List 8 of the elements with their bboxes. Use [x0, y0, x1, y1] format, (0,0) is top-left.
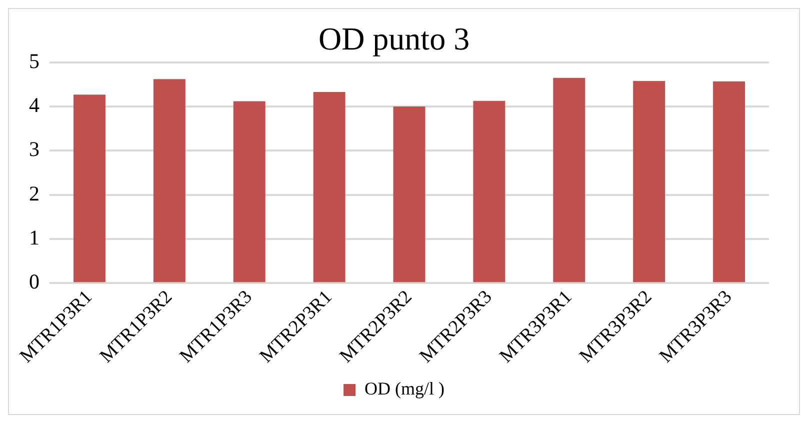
y-tick-label: 5: [29, 48, 40, 73]
y-tick-label: 2: [29, 181, 40, 206]
legend-label: OD (mg/l ): [364, 378, 445, 399]
y-tick-label: 0: [29, 270, 40, 294]
y-tick-label: 3: [29, 137, 40, 162]
chart-title: OD punto 3: [318, 20, 470, 57]
y-tick-label: 1: [29, 226, 40, 250]
y-tick-label: 4: [29, 93, 40, 118]
